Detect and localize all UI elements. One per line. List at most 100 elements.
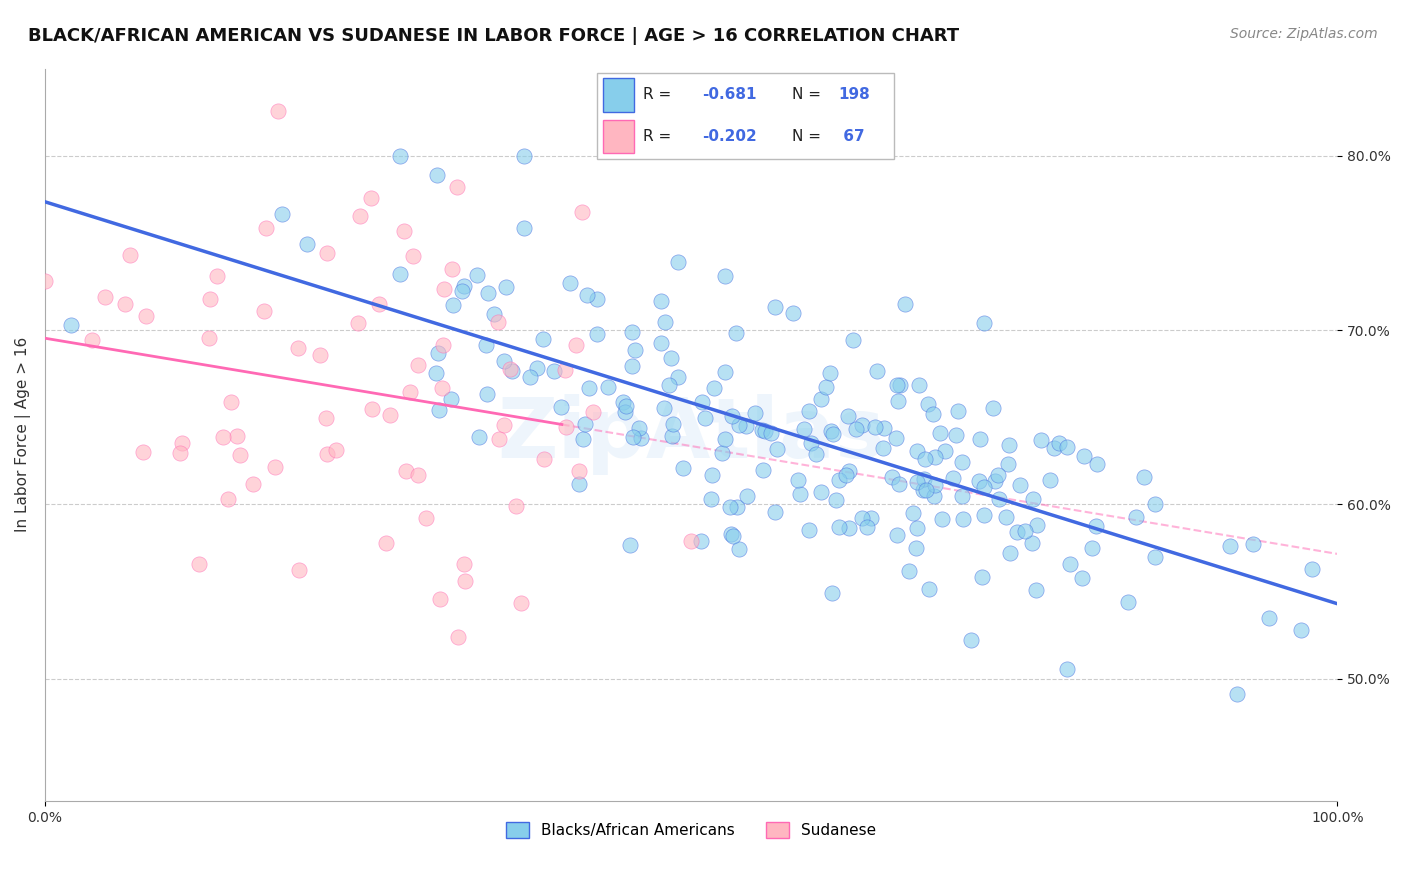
Point xyxy=(612,394,634,409)
Point xyxy=(720,526,742,541)
Point xyxy=(325,443,347,458)
Point xyxy=(543,364,565,378)
FancyBboxPatch shape xyxy=(596,73,894,159)
Point xyxy=(866,364,889,378)
Point xyxy=(512,149,534,163)
Text: 67: 67 xyxy=(838,129,865,144)
Point xyxy=(973,316,995,330)
Point xyxy=(406,358,429,372)
Point xyxy=(1042,441,1064,455)
Point xyxy=(789,486,811,500)
Point xyxy=(114,296,136,310)
Point xyxy=(959,633,981,648)
Point xyxy=(872,421,894,435)
Text: R =: R = xyxy=(643,129,676,144)
Point xyxy=(1085,457,1108,471)
Point xyxy=(252,304,274,318)
Point xyxy=(987,491,1010,506)
Point xyxy=(917,582,939,597)
Point xyxy=(659,351,682,365)
Point xyxy=(447,630,470,644)
Point xyxy=(865,419,887,434)
Point xyxy=(973,480,995,494)
Point xyxy=(800,436,823,450)
Point xyxy=(987,467,1010,482)
Point xyxy=(395,464,418,478)
Point xyxy=(408,468,430,483)
Point xyxy=(375,536,398,550)
Point xyxy=(620,359,643,373)
Point xyxy=(188,557,211,571)
Point xyxy=(477,286,499,301)
Point xyxy=(475,386,498,401)
Point xyxy=(1081,541,1104,555)
Point xyxy=(905,521,928,535)
Point xyxy=(841,333,863,347)
FancyBboxPatch shape xyxy=(603,78,634,112)
Point xyxy=(995,510,1018,524)
Point xyxy=(454,574,477,588)
Point xyxy=(1133,469,1156,483)
Point xyxy=(1056,662,1078,676)
Point xyxy=(969,432,991,446)
Point xyxy=(1073,449,1095,463)
Point xyxy=(810,392,832,406)
Point xyxy=(666,370,689,384)
Point xyxy=(714,433,737,447)
Point xyxy=(887,393,910,408)
Point xyxy=(494,353,516,368)
Point xyxy=(315,410,337,425)
Point xyxy=(713,269,735,284)
Point xyxy=(1125,509,1147,524)
Point xyxy=(714,365,737,379)
Point xyxy=(658,378,681,392)
Point xyxy=(845,422,868,436)
Point xyxy=(710,446,733,460)
Point xyxy=(288,563,311,577)
Point xyxy=(346,316,368,330)
Point xyxy=(586,292,609,306)
Point xyxy=(519,369,541,384)
Point xyxy=(804,447,827,461)
Point xyxy=(368,297,391,311)
Point xyxy=(361,401,384,416)
Point xyxy=(661,417,683,431)
Point xyxy=(818,366,841,380)
Point xyxy=(446,179,468,194)
Point xyxy=(554,363,576,377)
Point xyxy=(821,426,844,441)
Point xyxy=(889,378,911,392)
Point xyxy=(226,429,249,443)
Point xyxy=(254,220,277,235)
Text: R =: R = xyxy=(643,87,676,102)
Point xyxy=(782,306,804,320)
Point xyxy=(721,409,744,423)
Point xyxy=(555,420,578,434)
Point xyxy=(571,205,593,219)
Point xyxy=(197,331,219,345)
Point xyxy=(905,443,928,458)
Point xyxy=(1084,518,1107,533)
Point xyxy=(621,430,644,444)
Point xyxy=(512,221,534,235)
Point xyxy=(499,362,522,376)
Point xyxy=(915,483,938,497)
Point xyxy=(700,467,723,482)
Y-axis label: In Labor Force | Age > 16: In Labor Force | Age > 16 xyxy=(15,337,31,533)
Point xyxy=(614,405,637,419)
Point xyxy=(754,424,776,438)
Point xyxy=(945,428,967,442)
Point xyxy=(654,315,676,329)
Point xyxy=(82,333,104,347)
Point xyxy=(901,507,924,521)
Point xyxy=(787,473,810,487)
Point xyxy=(1039,473,1062,487)
Point xyxy=(217,492,239,507)
Point xyxy=(526,361,548,376)
Point xyxy=(766,442,789,456)
Point xyxy=(468,430,491,444)
Point xyxy=(135,309,157,323)
Point xyxy=(973,508,995,523)
Point xyxy=(911,483,934,498)
Point xyxy=(308,348,330,362)
